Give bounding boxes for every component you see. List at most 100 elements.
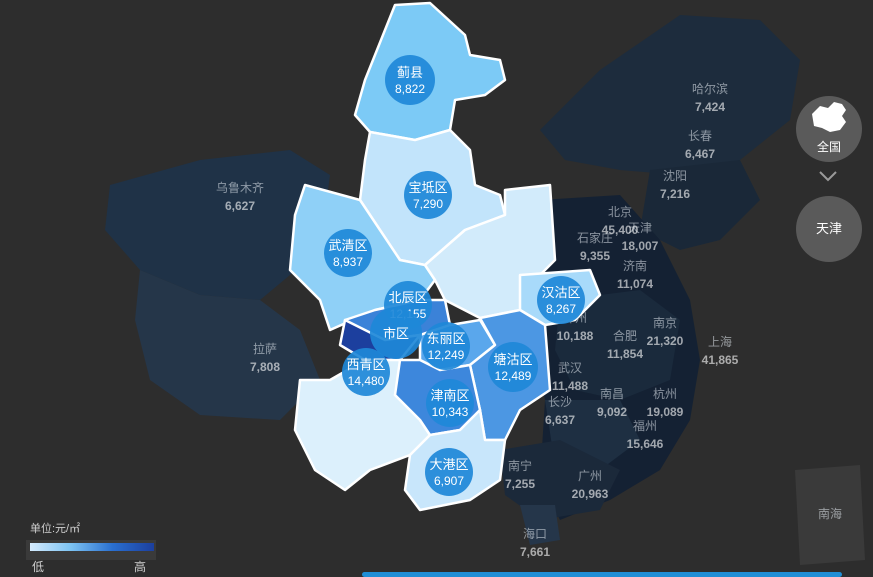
background-city-value: 45,400 xyxy=(602,223,639,237)
national-label: 全国 xyxy=(816,140,841,154)
background-city: 天津 18,007 xyxy=(622,221,659,253)
district-bubble-circle[interactable] xyxy=(370,307,422,359)
guangxi-region xyxy=(500,440,620,520)
background-city-name: 拉萨 xyxy=(253,341,277,356)
legend-scale[interactable] xyxy=(26,540,156,560)
background-city-value: 10,188 xyxy=(557,329,594,343)
district-bubble[interactable]: 东丽区 12,249 xyxy=(422,322,470,370)
south-sea-inset xyxy=(795,465,865,565)
background-city-name: 南昌 xyxy=(600,386,624,401)
liaoning-region xyxy=(640,160,760,250)
district-name: 塘沽区 xyxy=(493,352,532,367)
district-bubble[interactable]: 汉沽区 8,267 xyxy=(537,276,585,324)
district-name: 津南区 xyxy=(430,388,469,403)
background-city-name: 南海 xyxy=(818,506,842,521)
background-city: 南昌 9,092 xyxy=(597,386,627,419)
background-city-name: 哈尔滨 xyxy=(692,81,728,96)
district-name: 蓟县 xyxy=(397,65,423,80)
background-city: 济南 11,074 xyxy=(617,258,653,291)
district-price: 8,267 xyxy=(546,302,576,316)
background-city: 乌鲁木齐 6,627 xyxy=(216,180,264,213)
district-bubble-circle[interactable] xyxy=(422,322,470,370)
background-city: 上海 41,865 xyxy=(702,334,739,367)
district-bubble-circle[interactable] xyxy=(488,342,538,392)
district-bubble[interactable]: 武清区 8,937 xyxy=(324,229,372,277)
background-city-name: 合肥 xyxy=(613,328,637,343)
background-city-name: 长春 xyxy=(688,129,712,143)
district-bubble-circle[interactable] xyxy=(537,276,585,324)
background-city-name: 福州 xyxy=(633,418,657,433)
background-city-value: 6,627 xyxy=(225,199,255,213)
district-bubble[interactable]: 蓟县 8,822 xyxy=(385,55,435,105)
district-price: 10,343 xyxy=(432,405,469,419)
district-name: 大港区 xyxy=(429,457,468,472)
district-name: 东丽区 xyxy=(426,331,465,346)
district-bubble[interactable]: 津南区 10,343 xyxy=(426,379,474,427)
background-city: 合肥 11,854 xyxy=(607,328,643,361)
background-city-value: 6,467 xyxy=(685,147,715,161)
background-city-value: 21,320 xyxy=(647,334,684,348)
district-bubble-circle[interactable] xyxy=(426,379,474,427)
background-city-value: 11,074 xyxy=(617,277,653,291)
background-city: 武汉 11,488 xyxy=(552,361,588,393)
background-city-name: 南京 xyxy=(653,315,677,330)
district-name: 汉沽区 xyxy=(541,285,580,300)
district-name: 市区 xyxy=(383,326,409,341)
district-bubbles[interactable]: 蓟县8,822宝坻区7,290武清区8,937北辰区12,155汉沽区8,267… xyxy=(324,55,585,496)
background-city: 海口 7,661 xyxy=(520,526,550,559)
background-city-name: 北京 xyxy=(608,205,632,219)
district-price: 8,937 xyxy=(333,255,363,269)
district-bubble[interactable]: 市区 xyxy=(370,307,422,359)
background-city-name: 海口 xyxy=(523,526,547,541)
background-city-value: 7,661 xyxy=(520,545,550,559)
background-city: 沈阳 7,216 xyxy=(660,168,690,201)
district-price: 12,489 xyxy=(495,369,532,383)
background-city: 长沙 6,637 xyxy=(545,395,575,427)
background-city-name: 天津 xyxy=(628,221,652,235)
background-city-value: 18,007 xyxy=(622,239,659,253)
district-price: 14,480 xyxy=(348,374,385,388)
background-city-name: 沈阳 xyxy=(663,168,687,183)
district-bubble[interactable]: 塘沽区 12,489 xyxy=(488,342,538,392)
legend-high-label: 高 xyxy=(134,560,147,574)
national-view-button[interactable]: 全国 xyxy=(796,96,862,162)
district-bubble-circle[interactable] xyxy=(342,348,390,396)
district-bubble-circle[interactable] xyxy=(404,171,452,219)
background-city-value: 20,963 xyxy=(572,487,609,501)
background-city-name: 乌鲁木齐 xyxy=(216,180,264,195)
background-city: 南海 xyxy=(818,506,842,521)
legend-gradient xyxy=(30,543,154,551)
district-price: 12,249 xyxy=(428,348,465,362)
background-city: 广州 20,963 xyxy=(572,469,609,501)
background-city: 杭州 19,089 xyxy=(647,386,684,419)
background-city-value: 11,488 xyxy=(552,379,588,393)
district-bubble[interactable]: 西青区 14,480 xyxy=(342,348,390,396)
district-bubble[interactable]: 宝坻区 7,290 xyxy=(404,171,452,219)
district-price: 7,290 xyxy=(413,197,443,211)
background-city-name: 济南 xyxy=(623,258,647,273)
district-name: 北辰区 xyxy=(388,290,427,305)
legend-low-label: 低 xyxy=(32,560,45,574)
central-region xyxy=(555,290,680,400)
background-city-value: 7,424 xyxy=(695,100,725,114)
tianjin-view-button[interactable]: 天津 xyxy=(796,196,862,262)
background-city-value: 7,255 xyxy=(505,477,535,491)
district-bubble-circle[interactable] xyxy=(425,448,473,496)
background-city-value: 15,646 xyxy=(627,437,664,451)
background-city-name: 广州 xyxy=(578,469,602,483)
background-city-name: 上海 xyxy=(708,334,732,349)
china-map-icon xyxy=(812,102,846,132)
district-bubble[interactable]: 大港区 6,907 xyxy=(425,448,473,496)
background-city-value: 6,637 xyxy=(545,413,575,427)
chevron-down-icon xyxy=(819,171,837,182)
district-name: 武清区 xyxy=(328,238,367,253)
background-city-value: 7,808 xyxy=(250,360,280,374)
background-city-name: 石家庄 xyxy=(577,230,613,245)
district-price: 8,822 xyxy=(395,82,425,96)
legend-unit: 单位:元/㎡ xyxy=(30,523,81,535)
district-bubble-circle[interactable] xyxy=(385,55,435,105)
background-city-name: 长沙 xyxy=(548,395,572,409)
background-city-value: 11,854 xyxy=(607,347,643,361)
district-bubble-circle[interactable] xyxy=(324,229,372,277)
